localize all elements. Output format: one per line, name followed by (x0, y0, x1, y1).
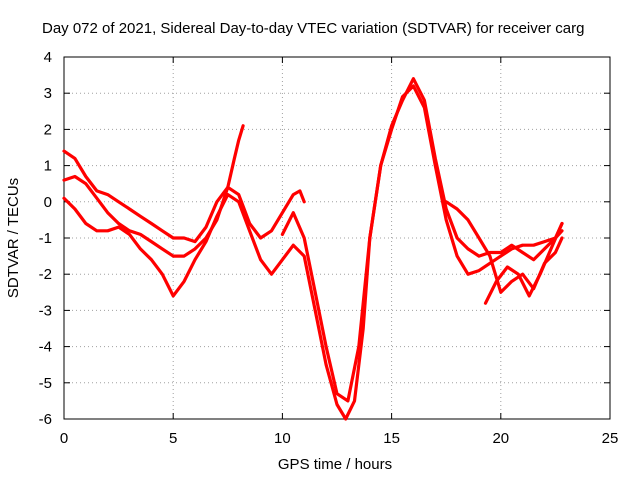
y-tick-label: 3 (44, 85, 52, 102)
x-axis-label: GPS time / hours (278, 456, 392, 473)
x-tick-label: 20 (492, 430, 509, 447)
axis-ticks (63, 56, 611, 420)
y-tick-label: 1 (44, 158, 52, 175)
y-tick-label: -2 (39, 266, 52, 283)
series-line (62, 84, 564, 421)
y-tick-label: -3 (39, 302, 52, 319)
x-tick-label: 5 (169, 430, 177, 447)
series-line (62, 149, 306, 244)
y-tick-label: -5 (39, 375, 52, 392)
y-tick-label: -1 (39, 230, 52, 247)
y-tick-label: -4 (39, 339, 52, 356)
series-line (483, 221, 564, 305)
y-tick-label: -6 (39, 411, 52, 428)
gridlines (64, 57, 610, 419)
chart-title: Day 072 of 2021, Sidereal Day-to-day VTE… (42, 20, 584, 37)
y-tick-label: 4 (44, 49, 52, 66)
series-line (280, 77, 564, 403)
y-axis-label: SDTVAR / TECUs (5, 178, 22, 298)
x-tick-label: 25 (602, 430, 619, 447)
x-tick-label: 0 (60, 430, 68, 447)
series-line (62, 124, 245, 258)
data-series (62, 77, 564, 421)
y-tick-label: 2 (44, 121, 52, 138)
y-tick-label: 0 (44, 194, 52, 211)
x-tick-label: 10 (274, 430, 291, 447)
x-tick-label: 15 (383, 430, 400, 447)
